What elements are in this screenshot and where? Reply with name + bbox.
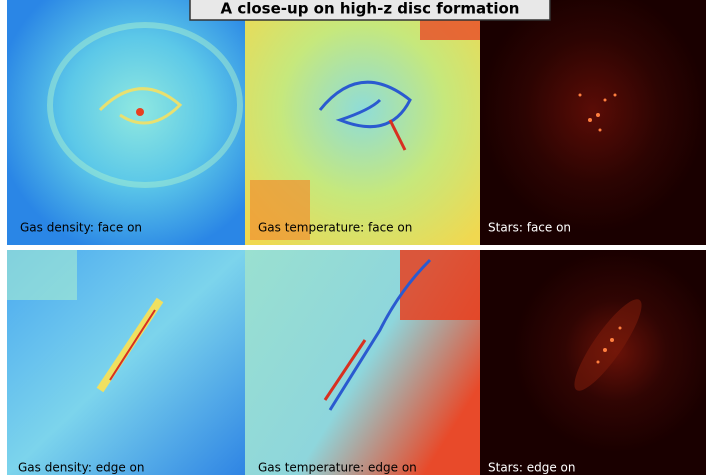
panel-temperature-edge: Gas temperature: edge on — [245, 250, 480, 475]
panel-label: Gas density: edge on — [18, 461, 144, 475]
panel-temperature-face: Gas temperature: face on — [245, 0, 480, 245]
panel-label: Stars: face on — [488, 221, 571, 235]
panel-label: Gas temperature: edge on — [258, 461, 417, 475]
panel-density-face: Gas density: face on — [7, 0, 245, 245]
panel-label: Gas temperature: face on — [258, 221, 412, 235]
figure: Gas density: face on Gas temperature: fa… — [0, 0, 706, 475]
title-box: A close-up on high-z disc formation — [190, 0, 550, 20]
title: A close-up on high-z disc formation — [221, 0, 520, 18]
panel-stars-face: Stars: face on — [480, 0, 706, 245]
panel-label: Stars: edge on — [488, 461, 575, 475]
panel-stars-edge: Stars: edge on — [480, 250, 706, 475]
panel-density-edge: Gas density: edge on — [7, 250, 245, 475]
panel-label: Gas density: face on — [20, 221, 142, 235]
